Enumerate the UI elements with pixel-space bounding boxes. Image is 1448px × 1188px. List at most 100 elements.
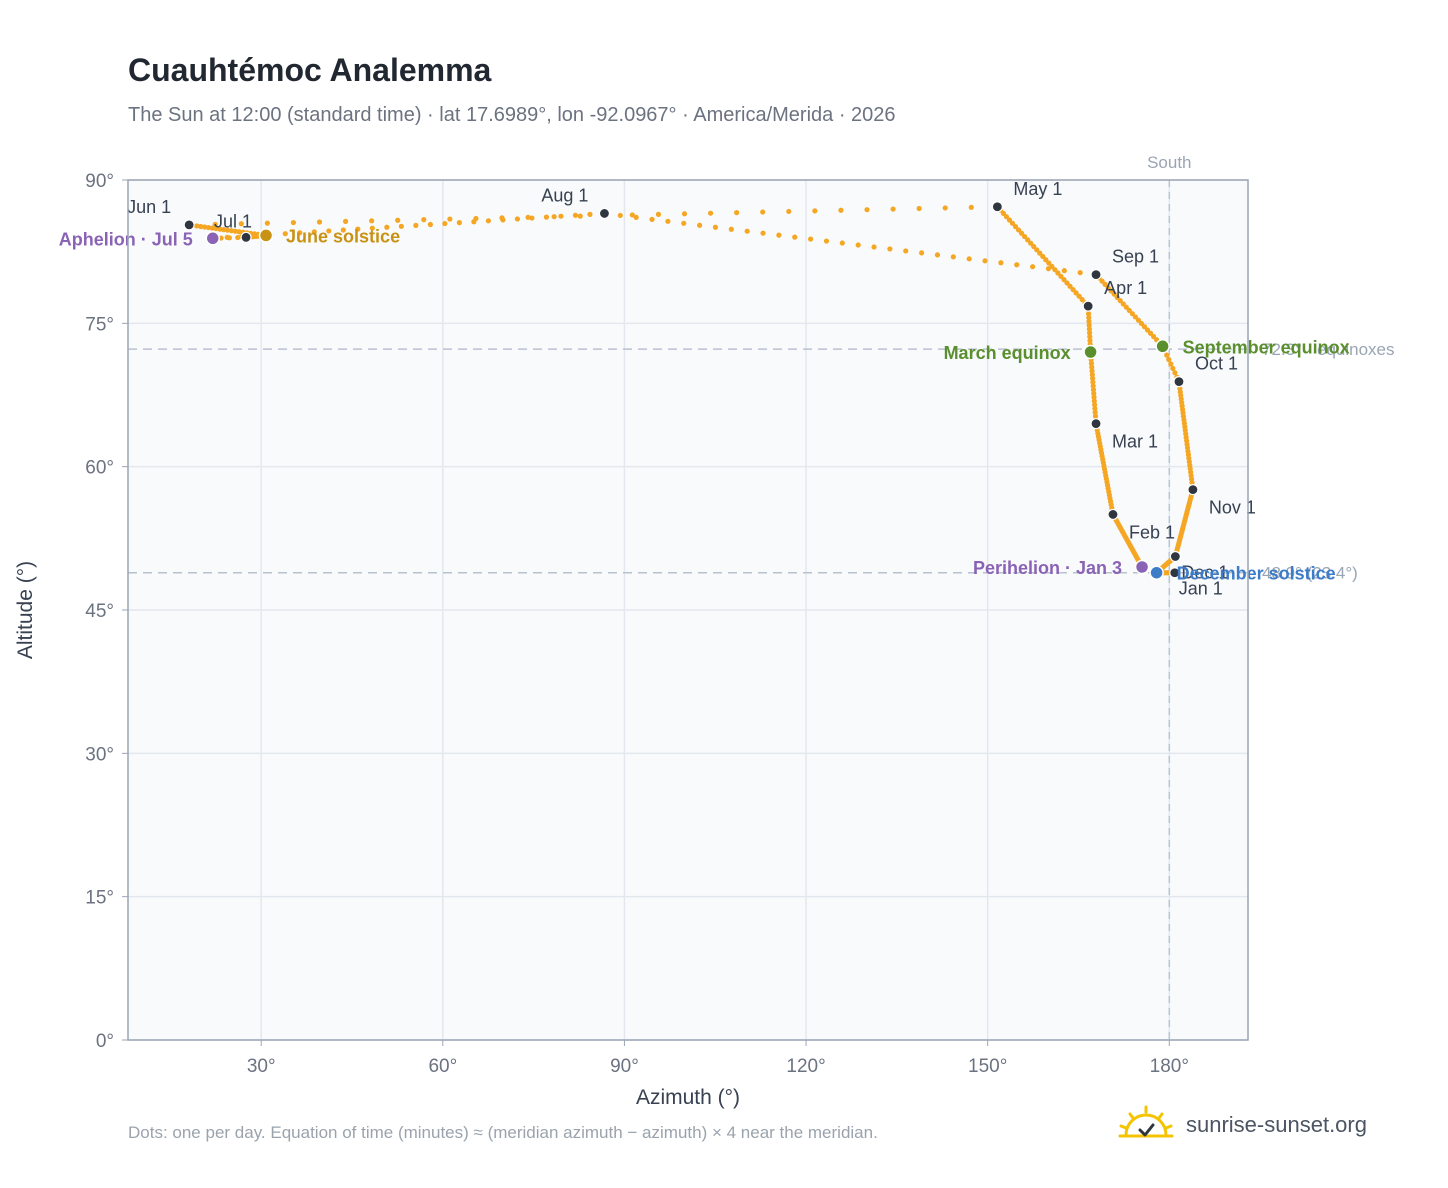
altitude-reference-label: 72.3° · equinoxes	[1262, 340, 1395, 359]
daily-dot	[792, 234, 798, 240]
daily-dot	[1003, 214, 1010, 220]
daily-dot	[514, 216, 521, 222]
month-label: Jan 1	[1179, 579, 1223, 599]
daily-dot	[1073, 290, 1079, 296]
daily-dot	[427, 221, 433, 228]
daily-dot	[966, 256, 972, 262]
y-tick-label: 60°	[85, 458, 114, 479]
month-dot	[1169, 567, 1181, 579]
event-label: December solstice	[1177, 564, 1336, 584]
daily-dot	[1088, 360, 1095, 366]
footnote: Dots: one per day. Equation of time (min…	[128, 1123, 878, 1142]
daily-dot	[1089, 364, 1095, 370]
daily-dot	[1055, 270, 1061, 276]
daily-dot	[1092, 409, 1098, 415]
chart-title: Cuauhtémoc Analemma	[128, 52, 492, 88]
daily-dot	[1090, 383, 1096, 389]
daily-dot	[572, 212, 579, 218]
daily-dot	[369, 218, 375, 224]
brand-name: sunrise-sunset.org	[1186, 1112, 1367, 1137]
daily-dot	[340, 227, 346, 233]
daily-dot	[1114, 294, 1120, 301]
month-dot	[240, 231, 252, 243]
event-label: Perihelion · Jan 3	[973, 558, 1122, 578]
daily-dot	[864, 207, 870, 213]
y-tick-label: 90°	[85, 171, 114, 192]
daily-dot	[1043, 257, 1049, 263]
brand-logo[interactable]: sunrise-sunset.org	[1118, 1100, 1418, 1150]
daily-dot	[855, 242, 861, 248]
daily-dot	[744, 228, 750, 234]
event-label: March equinox	[944, 343, 1071, 363]
daily-dot	[1120, 301, 1126, 307]
daily-dot	[1067, 283, 1073, 289]
daily-dot	[760, 209, 766, 215]
month-dot	[1173, 376, 1185, 388]
daily-dot	[1037, 250, 1043, 256]
daily-dot	[1070, 286, 1076, 293]
daily-dot	[316, 219, 323, 225]
daily-dot	[982, 258, 988, 264]
daily-dot	[500, 217, 506, 223]
daily-dot	[213, 225, 219, 232]
daily-dot	[1064, 280, 1070, 286]
daily-dot	[236, 229, 242, 235]
daily-dot	[681, 211, 688, 217]
month-label: Feb 1	[1129, 522, 1175, 542]
daily-dot	[617, 212, 623, 219]
daily-dot	[665, 218, 671, 224]
daily-dot	[919, 250, 925, 256]
daily-dot	[1086, 330, 1093, 336]
daily-dot	[1150, 333, 1157, 340]
daily-dot	[681, 220, 687, 226]
daily-dot	[1141, 324, 1148, 330]
daily-dot	[838, 207, 844, 213]
daily-dot	[1091, 390, 1097, 397]
y-tick-label: 30°	[85, 744, 114, 765]
daily-dot	[442, 220, 448, 227]
month-dot	[1082, 300, 1094, 312]
event-dot	[258, 228, 274, 243]
daily-dot	[198, 223, 204, 230]
daily-dot	[1090, 379, 1096, 385]
daily-dot	[395, 217, 401, 223]
x-tick-label: 90°	[610, 1056, 639, 1077]
y-tick-label: 75°	[85, 314, 114, 335]
event-dot	[1155, 339, 1170, 354]
event-dot	[205, 231, 221, 246]
event-label: Aphelion · Jul 5	[59, 229, 193, 249]
daily-dot	[1058, 273, 1064, 279]
month-label: Jul 1	[214, 211, 252, 231]
daily-dot	[633, 214, 639, 220]
daily-dot	[311, 229, 317, 235]
daily-dot	[1018, 230, 1025, 236]
daily-dot	[1117, 298, 1123, 304]
y-axis-label: Altitude (°)	[14, 561, 37, 659]
daily-dot	[1085, 311, 1092, 317]
daily-dot	[1172, 370, 1178, 376]
daily-dot	[1061, 277, 1067, 283]
altitude-reference-label: 48.9° (23.4°)	[1262, 564, 1358, 583]
daily-dot	[282, 231, 288, 237]
daily-dot	[1089, 372, 1095, 378]
daily-dot	[712, 224, 719, 230]
daily-dot	[398, 223, 404, 229]
daily-dot	[1077, 270, 1083, 276]
chart-subtitle: The Sun at 12:00 (standard time) · lat 1…	[128, 104, 896, 126]
daily-dot	[290, 219, 297, 226]
daily-dot	[194, 223, 200, 229]
month-markers: Jan 1 Feb 1 Mar 1 Apr 1 May 1 Jun 1 Jul 1 Aug 1…	[127, 179, 1256, 599]
daily-dot	[1028, 240, 1034, 246]
event-dot	[1083, 344, 1098, 360]
daily-dot	[1086, 318, 1092, 325]
y-tick-label: 45°	[85, 601, 114, 622]
month-label: May 1	[1013, 179, 1062, 199]
daily-dot	[1092, 413, 1099, 419]
daily-dot	[485, 218, 491, 224]
month-label: Aug 1	[541, 185, 588, 205]
month-dot	[1169, 550, 1181, 563]
daily-dot	[812, 208, 818, 214]
meridian-label: South	[1147, 153, 1191, 172]
daily-dot	[1061, 268, 1067, 274]
